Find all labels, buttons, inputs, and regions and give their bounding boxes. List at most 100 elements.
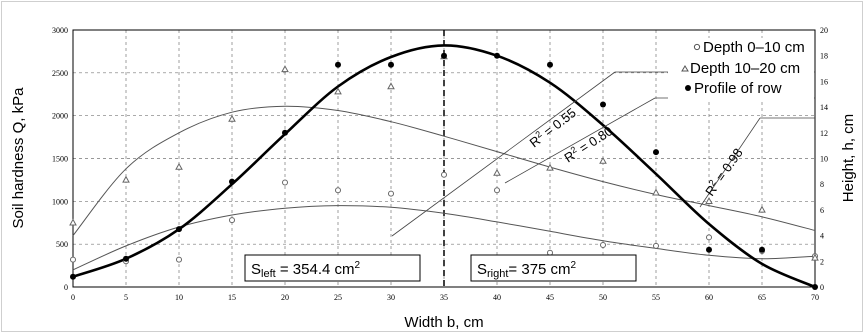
trend-line-profile: [72, 44, 816, 289]
marker-profile: [282, 129, 288, 136]
x-axis-title: Width b, cm: [404, 314, 483, 331]
bottom-tick-label: 25: [334, 293, 342, 302]
right-tick-label: 0: [820, 283, 824, 292]
marker-profile: [653, 149, 659, 156]
bottom-tick-label: 50: [599, 293, 607, 302]
bottom-tick-label: 0: [71, 293, 75, 302]
leader-line-r2-055: [391, 71, 616, 237]
left-tick-label: 3000: [52, 26, 68, 35]
bottom-tick-label: 55: [652, 293, 660, 302]
bottom-tick-label: 40: [493, 293, 501, 302]
marker-depth-0-10: [229, 217, 235, 224]
bottom-tick-label: 35: [440, 293, 448, 302]
left-tick-label: 2000: [52, 112, 68, 121]
legend-background: [668, 38, 814, 102]
area-label-right: Sright= 375 cm2: [477, 260, 577, 280]
bottom-tick-label: 45: [546, 293, 554, 302]
leader-line-r2-098: [699, 117, 761, 208]
marker-depth-0-10: [176, 256, 182, 263]
bottom-axis-ticks: 0 5 10 15 20 25 30 35 40 45 50 55 60 65 70: [71, 293, 819, 302]
marker-profile: [123, 255, 129, 262]
bottom-tick-label: 60: [705, 293, 713, 302]
left-tick-label: 2500: [52, 69, 68, 78]
right-tick-label: 10: [820, 155, 828, 164]
bottom-tick-label: 30: [387, 293, 395, 302]
marker-depth-0-10: [282, 179, 288, 186]
marker-profile: [441, 52, 447, 59]
area-box-left: [244, 254, 421, 282]
data-markers: [69, 52, 819, 290]
trend-line-depth-10-20: [72, 105, 816, 236]
right-tick-label: 16: [820, 77, 828, 86]
right-tick-label: 2: [820, 257, 824, 266]
marker-profile: [600, 101, 606, 108]
area-label-left: Sleft = 354.4 cm2: [251, 260, 361, 280]
right-axis-ticks: 0 2 4 6 8 10 12 14 16 18 20: [820, 26, 828, 292]
marker-depth-0-10: [388, 190, 394, 197]
marker-depth-10-20: [705, 197, 713, 205]
marker-depth-0-10: [441, 171, 447, 178]
marker-profile: [706, 246, 712, 253]
area-annotation-right: Sright= 375 cm2: [470, 254, 637, 282]
area-annotation-left: Sleft = 354.4 cm2: [244, 254, 421, 282]
right-tick-label: 18: [820, 52, 828, 61]
right-tick-label: 4: [820, 232, 824, 241]
marker-depth-10-20: [228, 114, 236, 122]
bottom-tick-label: 20: [281, 293, 289, 302]
marker-depth-0-10: [653, 242, 659, 249]
left-tick-label: 500: [56, 240, 68, 249]
right-tick-label: 20: [820, 26, 828, 35]
left-tick-label: 1500: [52, 155, 68, 164]
marker-profile: [70, 273, 76, 280]
marker-depth-10-20: [69, 218, 77, 226]
marker-depth-10-20: [281, 65, 289, 73]
left-tick-label: 0: [64, 283, 68, 292]
right-tick-label: 8: [820, 180, 824, 189]
legend-label-profile: Profile of row: [694, 80, 782, 97]
trend-line-depth-0-10: [72, 205, 816, 271]
marker-depth-0-10: [335, 187, 341, 194]
bottom-tick-label: 10: [175, 293, 183, 302]
legend-marker-depth-0-10: [693, 43, 701, 51]
marker-profile: [547, 61, 553, 68]
right-tick-label: 14: [820, 103, 828, 112]
marker-depth-10-20: [652, 188, 660, 196]
marker-depth-10-20: [811, 253, 819, 261]
bottom-tick-label: 65: [758, 293, 766, 302]
trend-lines: [72, 44, 816, 289]
marker-depth-0-10: [547, 249, 553, 256]
marker-depth-10-20: [175, 162, 183, 170]
marker-profile: [388, 61, 394, 68]
marker-depth-0-10: [600, 242, 606, 249]
bottom-tick-label: 15: [228, 293, 236, 302]
legend-marker-depth-10-20: [681, 65, 689, 72]
marker-profile: [335, 61, 341, 68]
bottom-tick-label: 5: [124, 293, 128, 302]
marker-depth-10-20: [758, 205, 766, 213]
marker-profile: [759, 246, 765, 253]
marker-depth-0-10: [706, 234, 712, 241]
left-tick-label: 1000: [52, 197, 68, 206]
leader-line-r2-080: [504, 97, 656, 184]
marker-profile: [176, 226, 182, 233]
marker-depth-10-20: [122, 175, 130, 183]
right-tick-label: 6: [820, 206, 824, 215]
marker-depth-10-20: [334, 87, 342, 95]
left-axis-title: Soil hardness Q, kPa: [10, 87, 27, 229]
legend-label-depth-10-20: Depth 10–20 cm: [690, 60, 800, 77]
marker-profile: [494, 52, 500, 59]
legend-marker-profile: [685, 85, 691, 91]
marker-profile: [812, 284, 818, 290]
marker-depth-10-20: [546, 163, 554, 171]
bottom-tick-label: 70: [811, 293, 819, 302]
left-axis-ticks: 0 500 1000 1500 2000 2500 3000: [52, 26, 68, 292]
legend: Depth 0–10 cm Depth 10–20 cm Profile of …: [668, 38, 814, 102]
right-axis-title: Height, h, cm: [840, 114, 857, 202]
right-tick-label: 12: [820, 129, 828, 138]
marker-depth-10-20: [493, 168, 501, 176]
legend-label-depth-0-10: Depth 0–10 cm: [703, 39, 805, 56]
marker-depth-0-10: [70, 256, 76, 263]
marker-profile: [229, 178, 235, 185]
